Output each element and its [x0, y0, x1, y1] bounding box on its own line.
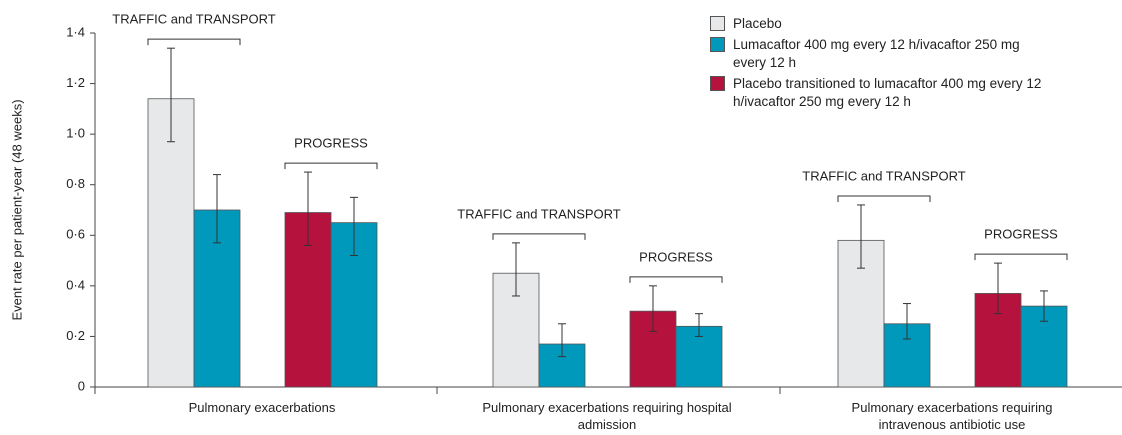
y-tick-label: 0·6: [66, 227, 85, 242]
legend-swatch: [710, 16, 725, 31]
y-tick-label: 0·8: [66, 176, 85, 191]
study-bracket: [147, 38, 241, 46]
y-tick-label: 0·4: [66, 277, 85, 292]
study-bracket: [974, 253, 1068, 261]
study-label: TRAFFIC and TRANSPORT: [112, 12, 276, 27]
y-tick-label: 0: [78, 378, 85, 393]
x-tick-label: Pulmonary exacerbations requiring hospit…: [482, 400, 732, 432]
x-tick-label: Pulmonary exacerbations: [188, 400, 336, 415]
legend-item: Lumacaftor 400 mg every 12 h/ivacaftor 2…: [710, 37, 1110, 72]
study-bracket: [284, 162, 378, 170]
x-tick-label: Pulmonary exacerbations requiring intrav…: [851, 400, 1053, 432]
study-label: PROGRESS: [294, 136, 368, 151]
study-label: TRAFFIC and TRANSPORT: [802, 168, 966, 183]
legend-label: Placebo transitioned to lumacaftor 400 m…: [733, 76, 1042, 109]
study-bracket: [629, 276, 723, 283]
legend-item: Placebo: [710, 16, 1110, 33]
y-tick-label: 1·2: [66, 75, 85, 90]
study-label: PROGRESS: [639, 249, 713, 264]
legend-item: Placebo transitioned to lumacaftor 400 m…: [710, 76, 1110, 111]
legend-label: Placebo: [733, 16, 782, 31]
legend: Placebo Lumacaftor 400 mg every 12 h/ivac…: [710, 16, 1110, 115]
study-bracket: [837, 195, 931, 202]
study-label: TRAFFIC and TRANSPORT: [457, 206, 621, 221]
legend-swatch: [710, 37, 725, 52]
y-tick-label: 1·4: [66, 24, 85, 39]
study-bracket: [492, 233, 586, 240]
legend-label: Lumacaftor 400 mg every 12 h/ivacaftor 2…: [733, 37, 1020, 70]
legend-swatch: [710, 76, 725, 91]
y-tick-label: 0·2: [66, 328, 85, 343]
y-tick-label: 1·0: [66, 126, 85, 141]
y-axis-title: Event rate per patient-year (48 weeks): [9, 99, 24, 320]
study-label: PROGRESS: [984, 227, 1058, 242]
